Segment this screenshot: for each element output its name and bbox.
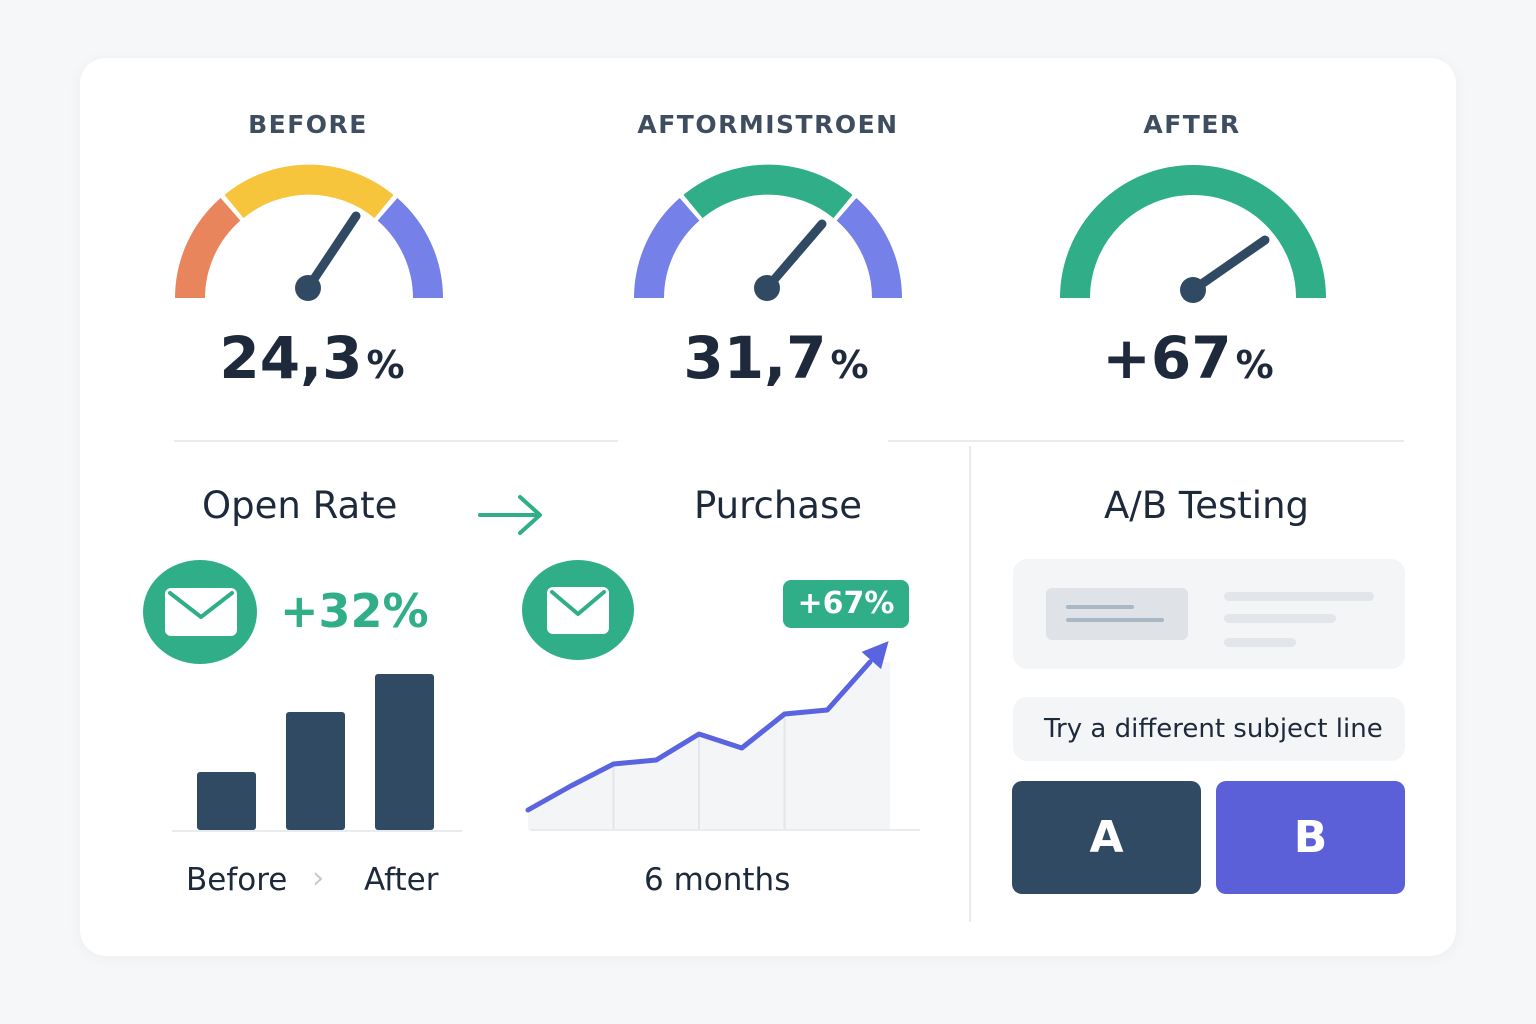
gauge-after (1060, 165, 1326, 303)
purchase-line-chart (525, 641, 920, 831)
preview-text-line (1224, 592, 1374, 601)
gauge-middle (634, 164, 902, 301)
subject-line-hint: Try a different subject line (1013, 697, 1405, 761)
divider-left (174, 440, 618, 442)
trend-arrow-icon (861, 641, 889, 670)
gauge-needle (303, 211, 361, 293)
arrow-right-icon (478, 495, 542, 535)
chevron-right-icon: › (312, 860, 325, 896)
open-rate-change: +32% (280, 584, 429, 638)
purchase-mail-badge (522, 560, 634, 660)
preview-image-placeholder (1046, 588, 1188, 640)
axis-after-label: After (364, 862, 439, 898)
line-series (525, 659, 873, 813)
email-preview-panel (1013, 559, 1405, 669)
gauge-middle-value: 31,7% (683, 324, 869, 392)
axis-before-label: Before (186, 862, 288, 898)
open-rate-mail-badge (143, 560, 257, 664)
divider-vertical (969, 446, 971, 922)
bar-chart-baseline (172, 830, 462, 832)
gauge-needle (1188, 235, 1270, 295)
purchase-growth-badge: +67% (783, 580, 909, 628)
gauge-before-value: 24,3% (219, 324, 405, 392)
envelope-icon (547, 587, 609, 634)
gauge-needle (762, 219, 827, 293)
variant-a-button[interactable]: A (1012, 781, 1201, 894)
preview-text-line (1224, 638, 1296, 647)
gauge-before (175, 164, 443, 301)
gauge-after-label: AFTER (1143, 110, 1241, 139)
open-rate-title: Open Rate (202, 484, 398, 527)
ab-testing-title: A/B Testing (1104, 484, 1309, 527)
variant-b-button[interactable]: B (1216, 781, 1405, 894)
gauge-after-value: +67% (1102, 324, 1274, 392)
envelope-icon (165, 588, 237, 636)
line-area (528, 662, 890, 830)
purchase-title: Purchase (694, 484, 863, 527)
gauge-middle-label: AFTORMISTROEN (637, 110, 899, 139)
gauge-before-label: BEFORE (248, 110, 368, 139)
bar-2 (286, 712, 345, 830)
purchase-period-label: 6 months (644, 862, 791, 898)
divider-right (888, 440, 1404, 442)
bar-1 (197, 772, 256, 830)
preview-text-line (1224, 614, 1336, 623)
bar-3 (375, 674, 434, 830)
